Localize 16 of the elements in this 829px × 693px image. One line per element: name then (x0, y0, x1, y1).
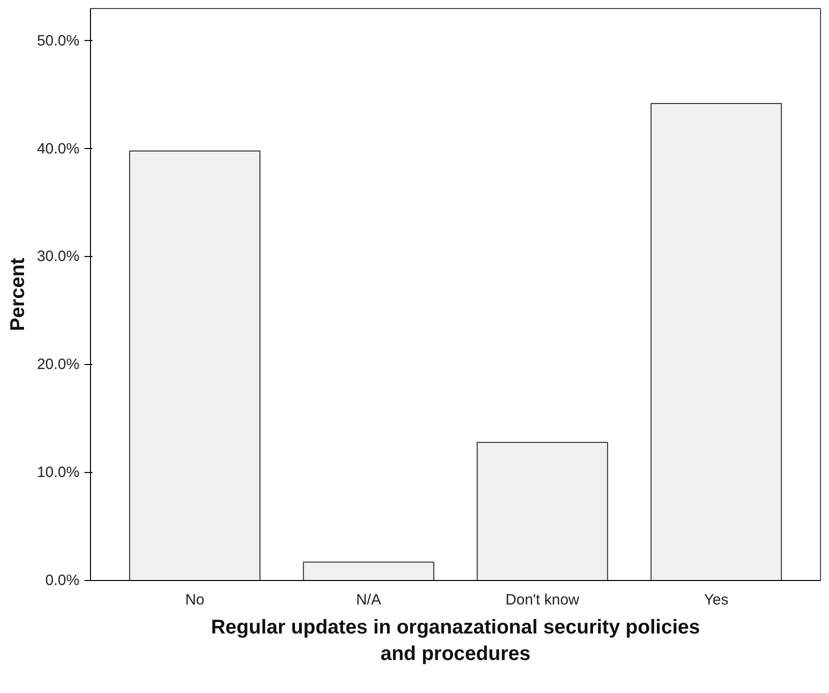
x-tick-label: N/A (356, 592, 382, 608)
y-tick-label: 0.0% (45, 572, 80, 589)
y-tick-label: 10.0% (36, 464, 80, 482)
y-tick-label: 50.0% (36, 32, 80, 50)
y-axis-title: Percent (6, 257, 29, 332)
x-tick-label: Yes (704, 592, 728, 608)
y-tick-label: 40.0% (36, 140, 80, 158)
bar (476, 442, 608, 580)
bar (650, 102, 782, 580)
x-tick-label: Don't know (506, 592, 580, 608)
y-tick-label: 20.0% (36, 356, 80, 374)
x-tick-label: No (185, 592, 204, 608)
bar (129, 150, 260, 580)
bar (302, 562, 434, 580)
x-axis-title: Regular updates in organazational security policies and procedures (210, 616, 700, 665)
y-tick-label: 30.0% (36, 248, 80, 266)
